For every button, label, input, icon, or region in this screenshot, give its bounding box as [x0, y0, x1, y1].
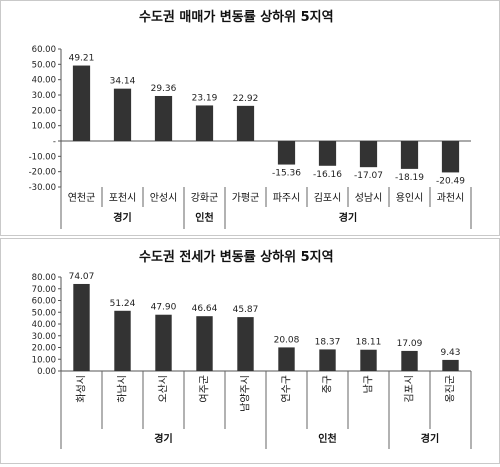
y-tick-label: 10.00	[32, 355, 56, 365]
group-label: 인천	[318, 432, 336, 445]
data-label: 23.19	[192, 93, 218, 103]
bar	[278, 347, 295, 371]
x-tick-label: 옹진군	[445, 375, 457, 403]
bar	[154, 95, 173, 141]
x-tick-label: 연수구	[281, 375, 293, 403]
data-label: 29.36	[151, 84, 177, 94]
y-tick-label: 30.00	[32, 91, 56, 101]
y-tick-label: -20.00	[29, 168, 56, 178]
data-label: -20.49	[436, 176, 465, 186]
data-label: 9.43	[440, 348, 460, 358]
bar	[237, 317, 254, 371]
bar	[236, 105, 255, 141]
bar	[442, 359, 459, 371]
x-tick-label: 남구	[363, 375, 375, 393]
chart-panel-jeonse: 수도권 전세가 변동률 상하위 5지역 80.00 70.00 60.00 50.00 4…	[0, 238, 500, 464]
y-tick-label: 0.00	[37, 367, 56, 377]
x-tick-label: 과천시	[437, 192, 465, 204]
x-tick-label: 가평군	[232, 192, 260, 204]
x-tick-label: 김포시	[404, 375, 416, 403]
bar	[318, 141, 337, 166]
data-label: -15.36	[272, 169, 301, 179]
bar	[401, 350, 418, 371]
bar	[196, 316, 213, 371]
group-label: 경기	[421, 432, 439, 445]
x-tick-label: 김포시	[314, 192, 342, 204]
y-tick-label: 50.00	[32, 60, 56, 70]
bar	[277, 141, 296, 165]
x-tick-label: 연천군	[68, 192, 96, 204]
data-label: 45.87	[233, 305, 259, 315]
bar	[359, 141, 378, 168]
data-label: 74.07	[69, 272, 95, 282]
chart-title: 수도권 매매가 변동률 상하위 5지역	[139, 9, 334, 25]
chart-panel-sales: 수도권 매매가 변동률 상하위 5지역 60.00 50.00 40.00 30.00 2…	[0, 0, 500, 236]
y-tick-label: -10.00	[29, 152, 56, 162]
data-label: 49.21	[69, 54, 95, 64]
x-tick-label: 포천시	[109, 192, 137, 204]
bar	[155, 314, 172, 371]
chart-title: 수도권 전세가 변동률 상하위 5지역	[139, 249, 334, 265]
sales-change-chart: 수도권 매매가 변동률 상하위 5지역 60.00 50.00 40.00 30.00 2…	[29, 9, 472, 229]
y-tick-label: 70.00	[32, 285, 56, 295]
bar	[360, 349, 377, 371]
x-tick-label: 오산시	[158, 375, 170, 403]
x-tick-label: 중구	[322, 375, 334, 393]
x-tick-label: 하남시	[116, 375, 129, 403]
x-tick-label: 화성시	[76, 375, 88, 403]
data-label: -17.07	[354, 171, 383, 181]
bar	[400, 141, 419, 169]
bar	[114, 310, 131, 371]
bar	[73, 283, 90, 371]
bar	[113, 88, 132, 141]
y-tick-label: 80.00	[32, 273, 56, 283]
group-label: 경기	[154, 432, 172, 445]
y-tick-label: 40.00	[32, 320, 56, 330]
data-label: -16.16	[313, 170, 342, 180]
data-label: 51.24	[110, 299, 136, 309]
data-label: 20.08	[274, 335, 300, 345]
x-tick-label: 파주시	[273, 192, 301, 204]
group-label: 경기	[339, 211, 357, 224]
y-tick-label: 50.00	[32, 308, 56, 318]
bar	[195, 105, 214, 141]
y-tick-label: -30.00	[29, 183, 56, 193]
data-label: -18.19	[395, 173, 424, 183]
y-tick-label: 20.00	[32, 106, 56, 116]
y-tick-label: -	[53, 137, 56, 147]
bar	[441, 141, 460, 173]
data-label: 34.14	[110, 77, 136, 87]
data-label: 17.09	[397, 339, 423, 349]
x-tick-label: 남양주시	[240, 375, 252, 412]
data-label: 22.92	[233, 94, 259, 104]
x-tick-label: 용인시	[396, 192, 424, 204]
group-label: 경기	[113, 211, 131, 224]
data-label: 47.90	[151, 303, 177, 313]
data-label: 46.64	[192, 304, 218, 314]
x-tick-label: 성남시	[355, 192, 383, 204]
y-tick-label: 60.00	[32, 297, 56, 307]
x-tick-label: 안성시	[150, 192, 178, 204]
y-tick-label: 60.00	[32, 45, 56, 55]
data-label: 18.11	[356, 338, 382, 348]
group-label: 인천	[195, 211, 213, 224]
y-tick-label: 10.00	[32, 122, 56, 132]
bar	[319, 349, 336, 371]
data-label: 18.37	[315, 337, 341, 347]
y-tick-label: 30.00	[32, 332, 56, 342]
y-tick-label: 40.00	[32, 76, 56, 86]
x-tick-label: 강화군	[191, 192, 219, 204]
y-tick-label: 20.00	[32, 344, 56, 354]
bar	[72, 65, 91, 141]
x-tick-label: 여주군	[199, 375, 211, 403]
